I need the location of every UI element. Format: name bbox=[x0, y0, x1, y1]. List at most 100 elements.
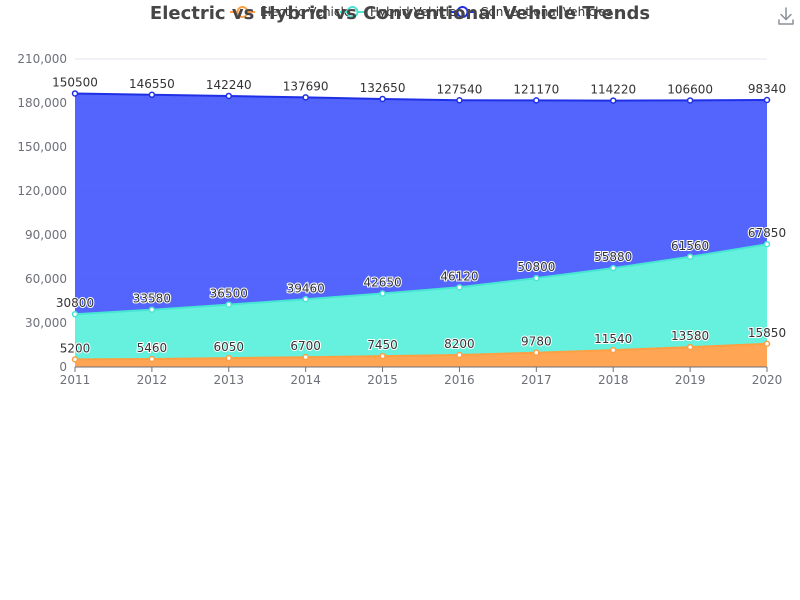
x-tick-label: 2012 bbox=[137, 373, 168, 387]
hybrid-vehicles-data-label: 61560 bbox=[671, 239, 709, 253]
electric-vehicles-data-label: 7450 bbox=[367, 338, 398, 352]
conventional-vehicles-point[interactable] bbox=[609, 97, 617, 104]
x-tick-label: 2018 bbox=[598, 373, 629, 387]
conventional-vehicles-point[interactable] bbox=[379, 95, 386, 103]
hybrid-vehicles-data-label: 30800 bbox=[56, 296, 94, 310]
conventional-vehicles-point[interactable] bbox=[225, 92, 233, 100]
hybrid-vehicles-data-label: 55880 bbox=[594, 250, 632, 264]
electric-vehicles-data-label: 6700 bbox=[290, 339, 321, 353]
conventional-vehicles-data-label: 150500 bbox=[52, 75, 98, 89]
conventional-vehicles-point[interactable] bbox=[763, 96, 771, 104]
legend-label: Hybrid Vehicles bbox=[370, 5, 463, 19]
electric-vehicles-point[interactable] bbox=[71, 356, 79, 363]
electric-vehicles-data-label: 6050 bbox=[214, 340, 245, 354]
y-tick-label: 60,000 bbox=[25, 272, 67, 286]
electric-vehicles-data-label: 15850 bbox=[748, 326, 786, 340]
hybrid-vehicles-data-label: 67850 bbox=[748, 226, 786, 240]
hybrid-vehicles-point[interactable] bbox=[379, 290, 386, 297]
conventional-vehicles-point[interactable] bbox=[71, 90, 79, 97]
legend-marker bbox=[456, 6, 469, 18]
electric-vehicles-data-label: 13580 bbox=[671, 329, 709, 343]
download-icon bbox=[778, 7, 794, 25]
y-tick-label: 120,000 bbox=[17, 184, 67, 198]
electric-vehicles-point[interactable] bbox=[225, 354, 233, 362]
hybrid-vehicles-data-label: 46120 bbox=[440, 269, 478, 283]
x-tick-label: 2016 bbox=[444, 373, 475, 387]
conventional-vehicles-data-label: 132650 bbox=[360, 81, 406, 95]
legend-marker bbox=[236, 6, 249, 18]
conventional-vehicles-line bbox=[74, 92, 768, 102]
electric-vehicles-point[interactable] bbox=[609, 346, 617, 354]
electric-vehicles-point[interactable] bbox=[302, 353, 309, 361]
conventional-vehicles-point[interactable] bbox=[456, 97, 463, 104]
electric-vehicles-point[interactable] bbox=[763, 340, 771, 348]
conventional-vehicles-area bbox=[75, 93, 767, 315]
x-tick-label: 2015 bbox=[367, 373, 398, 387]
hybrid-vehicles-data-label: 33580 bbox=[133, 292, 171, 306]
conventional-vehicles-data-label: 137690 bbox=[283, 79, 329, 93]
y-tick-label: 90,000 bbox=[25, 228, 67, 242]
hybrid-vehicles-point[interactable] bbox=[763, 240, 771, 248]
y-tick-label: 150,000 bbox=[17, 140, 67, 154]
x-tick-label: 2011 bbox=[60, 373, 91, 387]
chart-title: Electric vs Hybrid vs Conventional Vehic… bbox=[150, 3, 650, 24]
conventional-vehicles-data-label: 142240 bbox=[206, 78, 252, 92]
electric-vehicles-data-label: 5200 bbox=[60, 341, 91, 355]
download-button[interactable] bbox=[776, 6, 796, 26]
electric-vehicles-point[interactable] bbox=[379, 352, 386, 360]
legend-item-hybrid-vehicles[interactable]: Hybrid Vehicles bbox=[340, 5, 463, 19]
electric-vehicles-area bbox=[75, 343, 767, 367]
hybrid-vehicles-point[interactable] bbox=[148, 306, 156, 313]
conventional-vehicles-point[interactable] bbox=[302, 94, 309, 101]
hybrid-vehicles-data-label: 42650 bbox=[363, 276, 401, 290]
hybrid-vehicles-point[interactable] bbox=[225, 301, 233, 308]
electric-vehicles-point[interactable] bbox=[533, 349, 540, 356]
legend-item-electric-vehicles[interactable]: Electric Vehicles bbox=[230, 5, 357, 19]
hybrid-vehicles-point[interactable] bbox=[71, 310, 79, 318]
conventional-vehicles-data-label: 114220 bbox=[590, 83, 636, 97]
conventional-vehicles-point[interactable] bbox=[148, 91, 156, 99]
y-tick-label: 30,000 bbox=[25, 316, 67, 330]
x-tick-label: 2017 bbox=[521, 373, 552, 387]
legend-marker bbox=[346, 6, 359, 18]
x-tick-label: 2014 bbox=[290, 373, 321, 387]
conventional-vehicles-data-label: 127540 bbox=[437, 82, 483, 96]
hybrid-vehicles-point[interactable] bbox=[686, 253, 694, 261]
hybrid-vehicles-point[interactable] bbox=[302, 296, 309, 303]
legend-item-conventional-vehicles[interactable]: Conventional Vehicles bbox=[450, 5, 612, 19]
y-tick-label: 210,000 bbox=[17, 52, 67, 66]
conventional-vehicles-data-label: 121170 bbox=[513, 82, 559, 96]
conventional-vehicles-data-label: 146550 bbox=[129, 77, 175, 91]
electric-vehicles-data-label: 8200 bbox=[444, 337, 475, 351]
x-tick-label: 2019 bbox=[675, 373, 706, 387]
axes: 0 30,000 60,000 90,000 120,000 150,000 180,000… bbox=[17, 52, 782, 387]
hybrid-vehicles-point[interactable] bbox=[609, 264, 617, 272]
y-tick-label: 0 bbox=[59, 360, 67, 374]
x-tick-label: 2013 bbox=[214, 373, 245, 387]
conventional-vehicles-data-label: 98340 bbox=[748, 82, 786, 96]
hybrid-vehicles-data-label: 36500 bbox=[210, 287, 248, 301]
electric-vehicles-line bbox=[74, 342, 768, 361]
hybrid-vehicles-data-label: 39460 bbox=[287, 281, 325, 295]
conventional-vehicles-point[interactable] bbox=[533, 97, 540, 104]
electric-vehicles-point[interactable] bbox=[686, 343, 694, 351]
y-tick-label: 180,000 bbox=[17, 96, 67, 110]
electric-vehicles-data-label: 9780 bbox=[521, 335, 552, 349]
hybrid-vehicles-data-label: 50800 bbox=[517, 260, 555, 274]
legend-label: Electric Vehicles bbox=[260, 5, 357, 19]
legend[interactable]: Electric Vehicles Hybrid Vehicles Conventi… bbox=[230, 5, 612, 19]
conventional-vehicles-point[interactable] bbox=[686, 97, 694, 104]
hybrid-vehicles-point[interactable] bbox=[533, 274, 540, 282]
electric-vehicles-point[interactable] bbox=[148, 355, 156, 363]
electric-vehicles-point[interactable] bbox=[456, 351, 463, 359]
hybrid-vehicles-area bbox=[75, 244, 767, 360]
series-lines bbox=[71, 90, 771, 363]
electric-vehicles-data-label: 5460 bbox=[137, 341, 168, 355]
conventional-vehicles-data-label: 106600 bbox=[667, 82, 713, 96]
x-tick-label: 2020 bbox=[752, 373, 783, 387]
hybrid-vehicles-line bbox=[74, 243, 768, 316]
electric-vehicles-data-label: 11540 bbox=[594, 332, 632, 346]
hybrid-vehicles-point[interactable] bbox=[456, 284, 463, 291]
data-labels: 5200 5460 6050 6700 7450 8200 9780 11540 13580 15… bbox=[51, 74, 787, 356]
